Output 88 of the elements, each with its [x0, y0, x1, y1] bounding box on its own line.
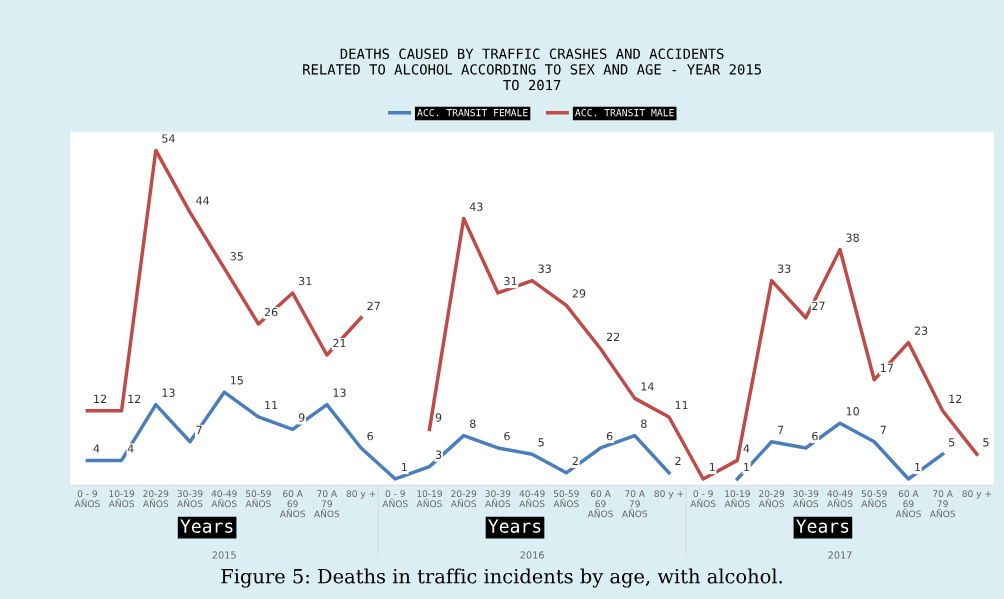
data-label: 1	[402, 463, 407, 472]
x-tick-label: 40-49 AÑOS	[211, 490, 237, 508]
x-tick-label: 10-19 AÑOS	[724, 490, 750, 508]
x-tick-label: 60 A 69 AÑOS	[279, 490, 306, 518]
data-label: 9	[435, 413, 442, 422]
data-label: 14	[641, 382, 654, 391]
data-label: 27	[367, 301, 380, 310]
data-label: 5	[983, 438, 989, 447]
x-tick-label: 30-39 AÑOS	[792, 490, 819, 508]
data-label: 3	[435, 450, 442, 459]
data-label: 29	[572, 289, 586, 298]
data-label: 26	[264, 307, 278, 317]
x-tick-label: 0 - 9 AÑOS	[74, 490, 100, 508]
text: Years	[488, 519, 541, 533]
x-tick-label: 20-29 AÑOS	[142, 490, 169, 508]
data-label: 12	[949, 394, 962, 403]
data-label: 54	[162, 134, 175, 143]
data-label: 7	[880, 425, 886, 434]
data-label: 1	[915, 463, 921, 472]
x-tick-label: 30-39 AÑOS	[177, 490, 203, 508]
data-label: 22	[606, 332, 620, 341]
x-tick-label: 0 - 9 AÑOS	[382, 490, 408, 508]
data-label: 8	[641, 419, 647, 428]
chart-title: DEATHS CAUSED BY TRAFFIC CRASHES AND ACCIDENTS RELATED TO ALCOHOL ACCORDING TO SEX AND AGE - YEAR 2015 TO 2017	[303, 48, 761, 91]
x-tick-label: 80 y +	[962, 490, 991, 499]
data-label: 1	[744, 463, 749, 472]
x-tick-label: 50-59 AÑOS	[553, 490, 579, 508]
data-label: 35	[230, 252, 243, 261]
data-label: 12	[128, 394, 141, 403]
x-tick-label: 80 y +	[654, 490, 684, 499]
data-label: 43	[469, 202, 483, 211]
x-tick-label: 70 A 79 AÑOS	[621, 490, 648, 518]
data-label: 6	[504, 431, 510, 441]
x-tick-label: 30-39 AÑOS	[485, 490, 511, 508]
data-label: 27	[812, 301, 825, 310]
data-label: 6	[812, 431, 818, 441]
data-label: 6	[606, 431, 613, 441]
data-label: 13	[333, 388, 346, 397]
data-label: 10	[846, 407, 859, 416]
x-tick-label: 50-59 AÑOS	[245, 490, 271, 508]
data-label: 33	[538, 264, 551, 273]
x-tick-label: 20-29 AÑOS	[758, 490, 785, 508]
legend-label: ACC. TRANSIT FEMALE	[417, 108, 528, 117]
data-label: 13	[162, 388, 175, 397]
data-label: 4	[93, 444, 100, 453]
x-tick-label: 20-29 AÑOS	[450, 490, 477, 508]
data-label: 2	[572, 456, 578, 465]
data-label: 5	[949, 438, 955, 447]
text: Years	[796, 519, 849, 533]
data-label: 11	[265, 401, 278, 410]
data-label: 44	[196, 196, 210, 205]
data-label: 31	[504, 276, 517, 286]
x-tick-label: 50-59 AÑOS	[861, 490, 887, 508]
data-label: 9	[298, 413, 305, 422]
data-label: 33	[778, 264, 791, 273]
data-label: 5	[538, 438, 544, 447]
x-tick-label: 60 A 69 AÑOS	[895, 490, 921, 518]
data-label: 21	[333, 338, 346, 348]
x-tick-label: 70 A 79 AÑOS	[929, 490, 956, 518]
legend-label: ACC. TRANSIT MALE	[575, 108, 674, 117]
data-label: 7	[196, 425, 202, 434]
data-label: 8	[470, 419, 476, 428]
data-label: 17	[881, 363, 893, 372]
data-label: 4	[127, 444, 134, 453]
data-label: 15	[231, 376, 243, 385]
data-label: 6	[367, 431, 373, 441]
x-tick-label: 40-49 AÑOS	[827, 490, 853, 508]
data-label: 31	[299, 276, 312, 286]
x-tick-label: 80 y +	[346, 490, 376, 499]
text: 2015	[212, 551, 236, 559]
x-tick-label: 40-49 AÑOS	[519, 490, 545, 508]
data-label: 7	[778, 425, 784, 434]
text: 2016	[520, 551, 544, 559]
data-label: 12	[94, 394, 106, 403]
text: 2017	[828, 551, 852, 559]
data-label: 4	[743, 444, 750, 453]
text: Years	[180, 519, 233, 533]
x-tick-label: 10-19 AÑOS	[416, 490, 442, 508]
data-label: 23	[914, 326, 928, 335]
data-label: 11	[675, 401, 688, 410]
x-tick-label: 70 A 79 AÑOS	[314, 490, 340, 518]
data-label: 1	[709, 463, 715, 472]
data-label: 38	[846, 233, 859, 242]
data-label: 2	[675, 456, 681, 465]
x-tick-label: 0 - 9 AÑOS	[690, 490, 716, 508]
caption: Figure 5: Deaths in traffic incidents by age, with alcohol.	[221, 568, 782, 588]
x-tick-label: 10-19 AÑOS	[108, 490, 135, 508]
x-tick-label: 60 A 69 AÑOS	[587, 490, 613, 518]
